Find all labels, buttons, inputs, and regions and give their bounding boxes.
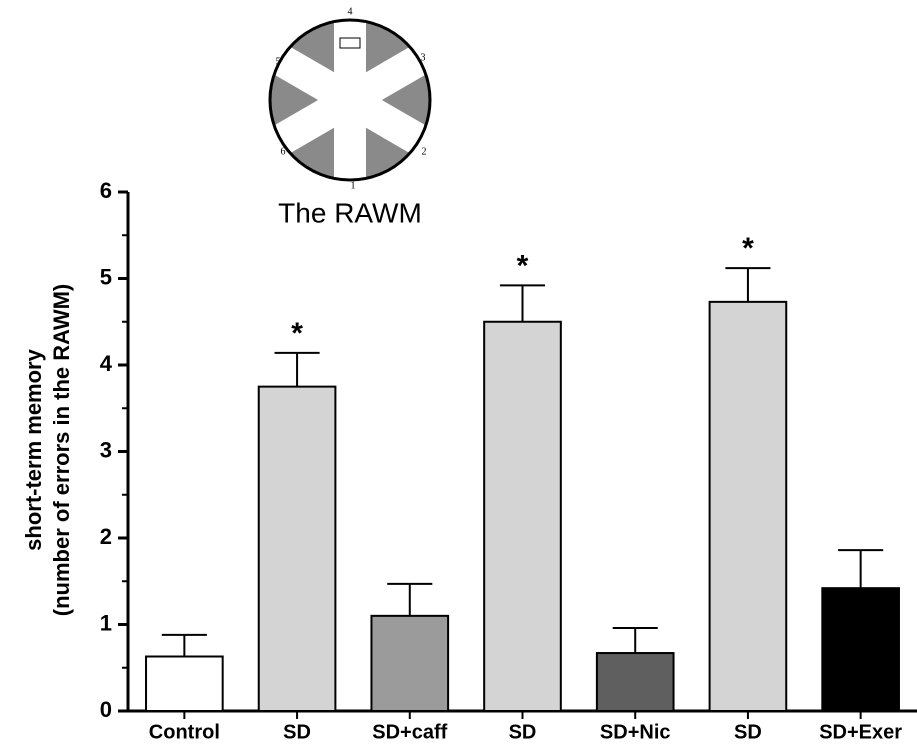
y-tick-label: 4 <box>100 351 113 376</box>
arm-label: 5 <box>276 56 281 67</box>
arm-label: 1 <box>351 180 356 191</box>
y-tick-label: 1 <box>100 610 112 635</box>
y-axis-label: short-term memory <box>21 348 46 550</box>
x-tick-label: SD <box>283 721 311 743</box>
bar <box>370 614 450 712</box>
y-tick-label: 5 <box>100 264 112 289</box>
significance-marker: * <box>517 249 529 282</box>
arm-label: 2 <box>422 146 427 157</box>
maze-arm <box>272 46 428 154</box>
bar <box>145 655 224 713</box>
x-tick-label: SD+caff <box>372 721 447 743</box>
x-tick-label: SD <box>734 721 762 743</box>
x-tick-label: SD+Exer <box>819 721 902 743</box>
platform <box>339 37 361 49</box>
significance-marker: * <box>291 317 303 350</box>
bar <box>708 300 788 712</box>
bar <box>821 587 900 712</box>
arm-label: 6 <box>281 146 286 157</box>
inset-title: The RAWM <box>278 197 422 228</box>
significance-marker: * <box>742 232 754 265</box>
y-tick-label: 6 <box>100 178 112 203</box>
y-tick-label: 0 <box>100 697 112 722</box>
x-tick-label: SD <box>509 721 537 743</box>
rawm-diagram <box>268 18 432 182</box>
arm-label: 4 <box>348 6 353 17</box>
maze-outline <box>268 18 432 182</box>
x-tick-label: Control <box>149 721 220 743</box>
arm-label: 3 <box>421 52 426 63</box>
bar <box>483 320 562 712</box>
y-tick-label: 2 <box>100 524 112 549</box>
x-tick-label: SD+Nic <box>600 721 671 743</box>
bar <box>595 652 675 712</box>
y-tick-label: 3 <box>100 437 112 462</box>
y-axis-label: (number of errors in the RAWM) <box>49 284 74 616</box>
bar <box>257 385 337 712</box>
